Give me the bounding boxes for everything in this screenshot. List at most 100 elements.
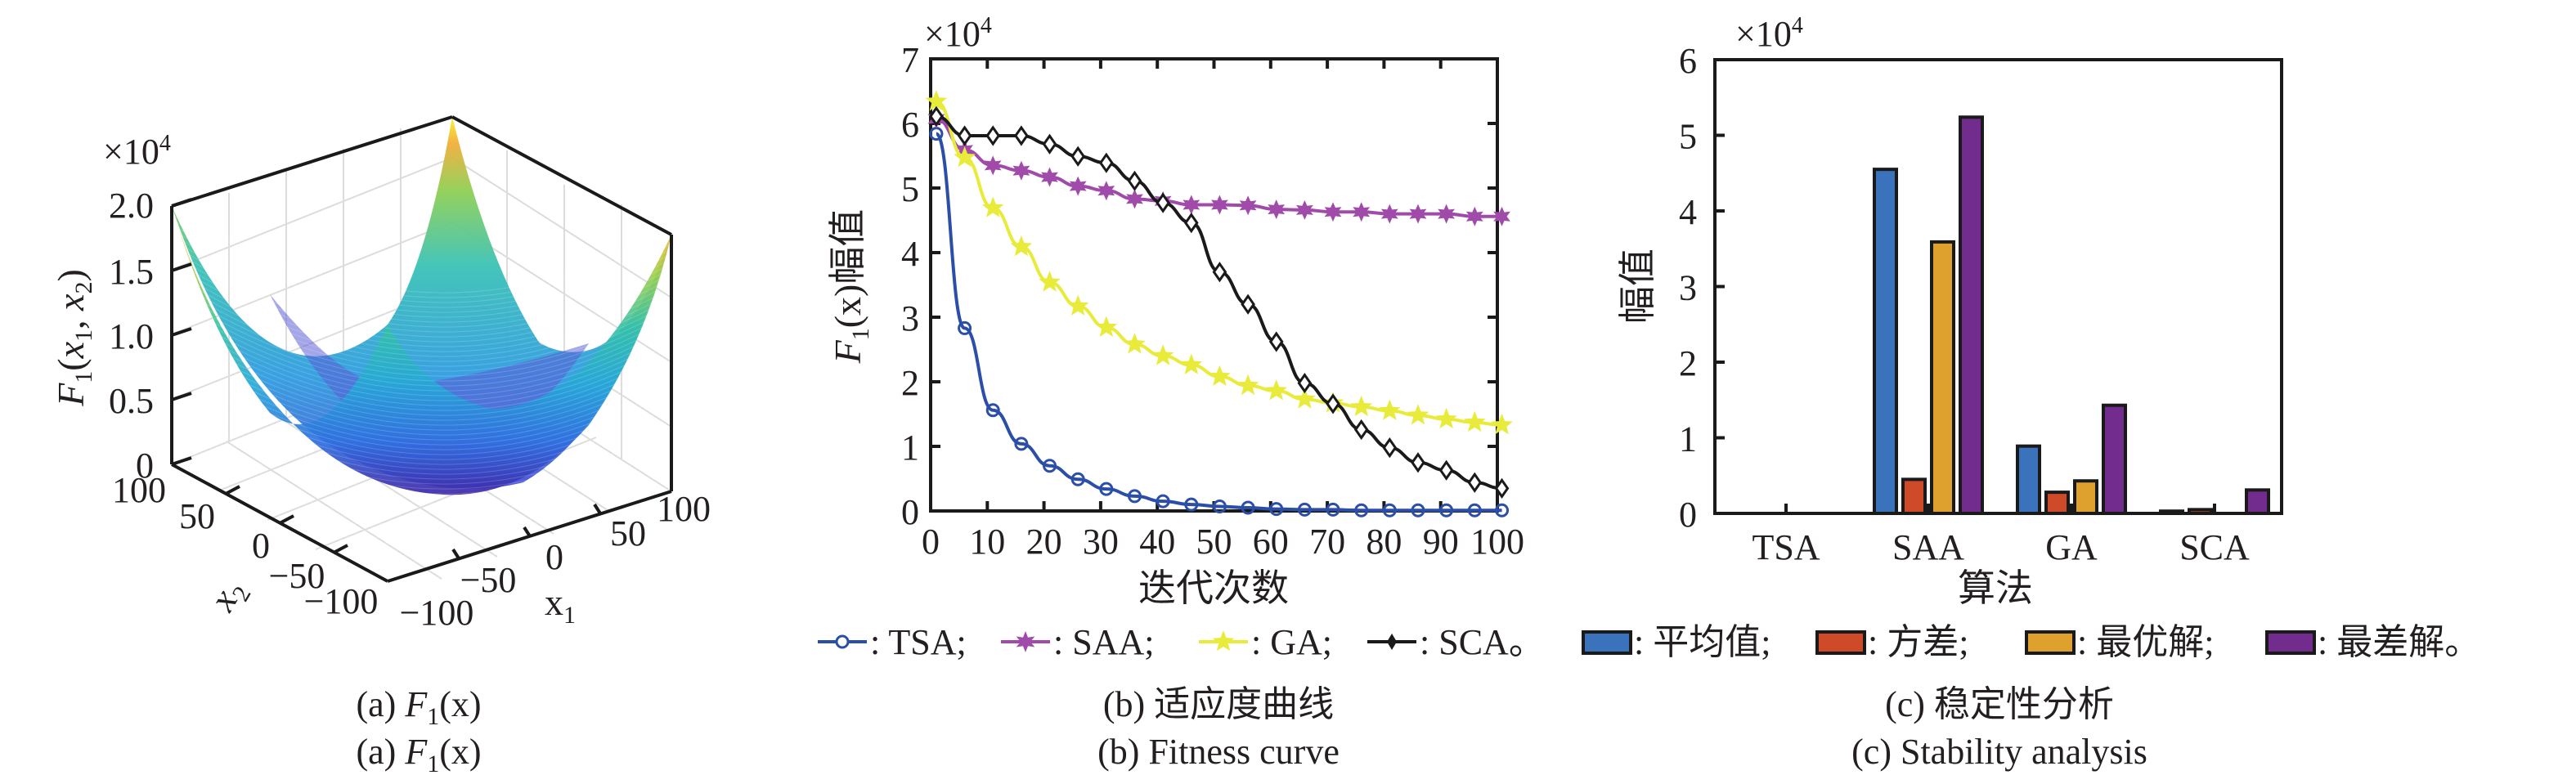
- mesh-line: [171, 341, 672, 431]
- data-point: [1326, 393, 1340, 414]
- mesh-line: [171, 243, 672, 333]
- bar: [2016, 444, 2041, 515]
- data-point: [1212, 262, 1227, 283]
- bar: [2044, 491, 2070, 515]
- x2-tick-label: −50: [269, 556, 325, 596]
- legend-item-variance: : 方差;: [1815, 622, 1968, 662]
- data-point: [1467, 503, 1482, 517]
- data-point: [1467, 472, 1483, 493]
- bar: [2102, 403, 2127, 515]
- mesh-line: [171, 483, 672, 573]
- data-point: [1014, 437, 1029, 451]
- y-tick-label: 5: [1679, 117, 1697, 157]
- bar-group-saa: [1873, 115, 1984, 516]
- mesh-line: [171, 473, 672, 563]
- circle-marker-icon: [835, 634, 850, 649]
- x2-tick-label: 0: [252, 526, 270, 566]
- data-point: [1070, 146, 1086, 167]
- mesh-line: [171, 410, 672, 500]
- mesh-line: [171, 424, 672, 514]
- x-tick-label: 10: [969, 522, 1005, 562]
- mesh-line: [171, 267, 672, 357]
- data-point: [1464, 410, 1486, 432]
- data-point: [1151, 344, 1174, 365]
- data-point: [1294, 388, 1316, 409]
- bar: [1930, 240, 1955, 515]
- data-point: [954, 146, 976, 168]
- bar: [1959, 115, 1984, 516]
- x-tick-label: 0: [922, 522, 940, 562]
- y-tick-label: 6: [901, 105, 919, 145]
- mesh-line: [171, 331, 672, 421]
- x-axis-label: 算法: [1958, 567, 2033, 609]
- mesh-line: [171, 385, 672, 475]
- x-tick-label: SAA: [1892, 527, 1964, 567]
- data-point: [1126, 189, 1143, 209]
- legend-swatch-worst: [2265, 630, 2316, 655]
- x-axis-label: 迭代次数: [1138, 567, 1289, 609]
- mesh-line: [171, 326, 672, 416]
- mesh-line: [171, 292, 672, 382]
- mesh-line: [171, 493, 672, 583]
- x1-axis-label: x1: [545, 581, 576, 629]
- data-point: [985, 125, 1001, 146]
- legend-item-saa: : SAA;: [1001, 622, 1154, 662]
- legend-item-ga: : GA;: [1199, 622, 1332, 662]
- z-exponent-label: ×104: [103, 131, 171, 172]
- data-point: [1268, 331, 1284, 352]
- diamond-marker-icon: [1387, 634, 1397, 650]
- data-point: [1180, 353, 1203, 374]
- bar: [1873, 168, 1898, 515]
- caption-c-cn: (c) 稳定性分析: [1885, 684, 2114, 724]
- z-tick-label: 0: [136, 446, 154, 486]
- x-tick-label: 90: [1423, 522, 1459, 562]
- data-point: [1183, 195, 1200, 215]
- data-point: [1326, 502, 1340, 517]
- data-point: [1241, 293, 1255, 315]
- series-line: [934, 132, 1502, 513]
- y-tick-label: 5: [901, 169, 919, 209]
- mesh-line: [171, 419, 672, 509]
- y-tick-label: 4: [1679, 192, 1697, 232]
- legend-item-sca: : SCA。: [1367, 622, 1545, 662]
- captions: (a) F1(x) (a) F1(x) (b) 适应度曲线 (b) Fitnes…: [356, 684, 2147, 777]
- series-sca: [929, 105, 1510, 499]
- mesh-line: [171, 258, 672, 347]
- x2-tick-label: 100: [112, 470, 166, 510]
- mesh-line: [171, 238, 672, 328]
- series-tsa: [929, 127, 1510, 517]
- x1-tick-label: 100: [657, 489, 711, 529]
- mesh-line: [171, 390, 672, 480]
- data-point: [1382, 437, 1398, 459]
- data-point: [1043, 459, 1057, 473]
- caption-a-en: (a) F1(x): [356, 732, 481, 777]
- y-tick-label: 2: [901, 363, 919, 403]
- caption-a-cn: (a) F1(x): [356, 684, 481, 730]
- data-point: [1209, 365, 1231, 386]
- mesh-line: [171, 307, 672, 396]
- legend-item-best: : 最优解;: [2025, 622, 2214, 662]
- x-tick-label: 100: [1470, 522, 1524, 562]
- mesh-line: [171, 248, 672, 338]
- y-axis-label: 幅值: [1617, 249, 1658, 324]
- data-point: [1066, 294, 1089, 316]
- data-point: [1324, 202, 1342, 222]
- mesh-line: [171, 297, 672, 387]
- mesh-line: [171, 405, 672, 495]
- z-tick-label: 1.0: [109, 316, 154, 356]
- data-point: [1491, 413, 1513, 435]
- data-point: [1297, 372, 1313, 394]
- data-point: [984, 155, 1002, 176]
- data-point: [929, 105, 944, 127]
- bar-legend: : 平均值; : 方差; : 最优解; : 最差解。: [1582, 622, 2480, 662]
- z-tick-label: 2.0: [109, 186, 154, 226]
- mesh-line: [171, 321, 672, 411]
- data-point: [1098, 152, 1114, 173]
- data-point: [1495, 503, 1510, 517]
- mesh-line: [171, 282, 672, 372]
- mesh-line: [171, 351, 672, 441]
- x2-axis-label: x2: [200, 571, 256, 621]
- data-point: [1409, 204, 1427, 224]
- x-tick-label: 40: [1139, 522, 1175, 562]
